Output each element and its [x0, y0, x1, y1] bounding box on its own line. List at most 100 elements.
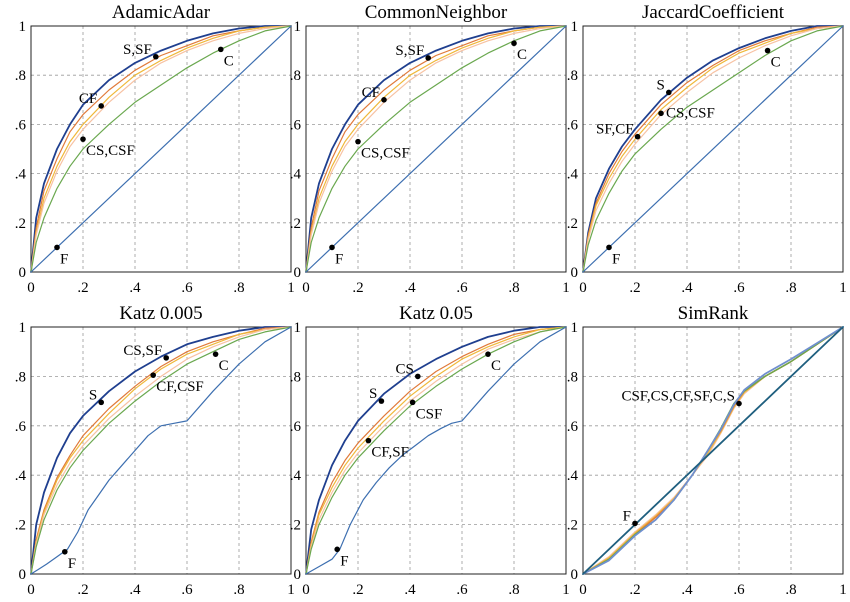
point-label: F	[623, 508, 631, 524]
panel-6: SimRank 0 .2 .4 .6 .8 1 0 .2 .4 .6 .8 1 CSF,CS,CF,SF,…	[567, 303, 847, 598]
series-line	[582, 25, 844, 273]
point-label: SF,CF	[596, 122, 634, 138]
y-tick-label: .2	[567, 518, 578, 534]
y-tick-label: 0	[571, 265, 579, 281]
x-tick-label: .4	[681, 280, 693, 296]
point-label: F	[612, 251, 620, 267]
x-tick-label: 0	[27, 582, 35, 597]
data-point-marker	[153, 53, 159, 60]
y-tick-label: .8	[15, 369, 26, 385]
point-label: C	[224, 53, 234, 69]
y-tick-label: 0	[19, 265, 27, 281]
data-point-marker	[511, 40, 517, 47]
data-point-marker	[212, 351, 219, 357]
series-line	[30, 25, 292, 273]
x-tick-label: .6	[181, 280, 193, 296]
series-line	[305, 326, 567, 575]
y-tick-label: 0	[294, 265, 302, 281]
point-label: CF	[79, 91, 97, 107]
y-tick-label: .6	[290, 117, 302, 133]
point-label: F	[68, 556, 76, 572]
x-tick-label: 0	[27, 280, 35, 296]
point-label: F	[335, 251, 343, 267]
series-line	[30, 326, 292, 575]
data-point-marker	[485, 351, 491, 357]
x-tick-label: .4	[404, 582, 416, 597]
data-point-marker	[666, 89, 672, 96]
point-label: F	[60, 251, 68, 267]
x-tick-label: 1	[287, 280, 295, 296]
data-point-marker	[425, 55, 432, 61]
data-point-marker	[163, 355, 169, 361]
y-tick-label: 1	[19, 320, 27, 336]
x-tick-label: 1	[839, 280, 847, 296]
plot-frame	[582, 326, 844, 575]
x-tick-label: .4	[681, 582, 693, 597]
y-tick-label: .8	[290, 369, 301, 385]
plot-frame	[305, 326, 567, 575]
y-tick-label: .2	[15, 216, 26, 232]
point-label: CS,CSF	[361, 146, 410, 162]
data-point-marker	[150, 372, 156, 378]
y-tick-label: .6	[567, 419, 579, 435]
plot-frame	[30, 25, 292, 273]
data-point-marker	[634, 133, 641, 140]
y-tick-label: 0	[571, 567, 579, 583]
x-tick-label: .6	[733, 280, 745, 296]
y-tick-label: .6	[15, 419, 27, 435]
point-label: CSF,CS,CF,SF,C,S	[621, 389, 735, 405]
y-tick-label: 1	[19, 19, 27, 35]
panel-title: SimRank	[678, 303, 749, 324]
point-label: C	[219, 358, 229, 374]
panel-title: Katz 0.05	[399, 303, 473, 324]
y-tick-label: .6	[290, 419, 302, 435]
series-line	[30, 326, 292, 575]
x-tick-label: .4	[129, 582, 141, 597]
panel-title: JaccardCoefficient	[642, 2, 785, 23]
point-label: C	[491, 358, 501, 374]
series-line	[30, 25, 292, 273]
y-tick-label: .4	[567, 468, 579, 484]
y-tick-label: .4	[15, 167, 27, 183]
series-line	[305, 25, 567, 273]
x-tick-label: 0	[302, 280, 310, 296]
point-label: C	[771, 55, 781, 71]
series-line	[582, 25, 844, 273]
x-tick-label: .8	[785, 582, 796, 597]
y-tick-label: .6	[567, 117, 579, 133]
series-line	[582, 25, 844, 273]
y-tick-label: 1	[571, 19, 579, 35]
x-tick-label: .8	[233, 280, 244, 296]
x-tick-label: .8	[508, 280, 519, 296]
y-tick-label: .6	[15, 117, 27, 133]
y-tick-label: .4	[290, 167, 302, 183]
plot-frame	[582, 25, 844, 273]
y-tick-label: 1	[571, 320, 579, 336]
point-label: CS,CSF	[666, 105, 715, 121]
x-tick-label: .8	[233, 582, 244, 597]
series-line	[30, 326, 292, 575]
series-line	[305, 25, 567, 273]
point-label: CS,SF	[123, 343, 162, 359]
x-tick-label: .8	[508, 582, 519, 597]
point-label: CF	[362, 85, 380, 101]
y-tick-label: 1	[294, 320, 302, 336]
series-line	[30, 25, 292, 273]
y-tick-label: .8	[567, 369, 578, 385]
series-line	[582, 326, 844, 575]
data-point-marker	[329, 244, 335, 251]
series-line	[30, 326, 292, 575]
point-label: CS,CSF	[86, 143, 135, 159]
y-tick-label: 1	[294, 19, 302, 35]
y-tick-label: .4	[15, 468, 27, 484]
series-line	[582, 326, 844, 575]
series-line	[305, 326, 567, 575]
x-tick-label: .6	[456, 280, 468, 296]
point-label: S,SF	[395, 43, 424, 59]
series-line	[305, 326, 567, 575]
series-line	[305, 326, 567, 575]
x-tick-label: .4	[129, 280, 141, 296]
